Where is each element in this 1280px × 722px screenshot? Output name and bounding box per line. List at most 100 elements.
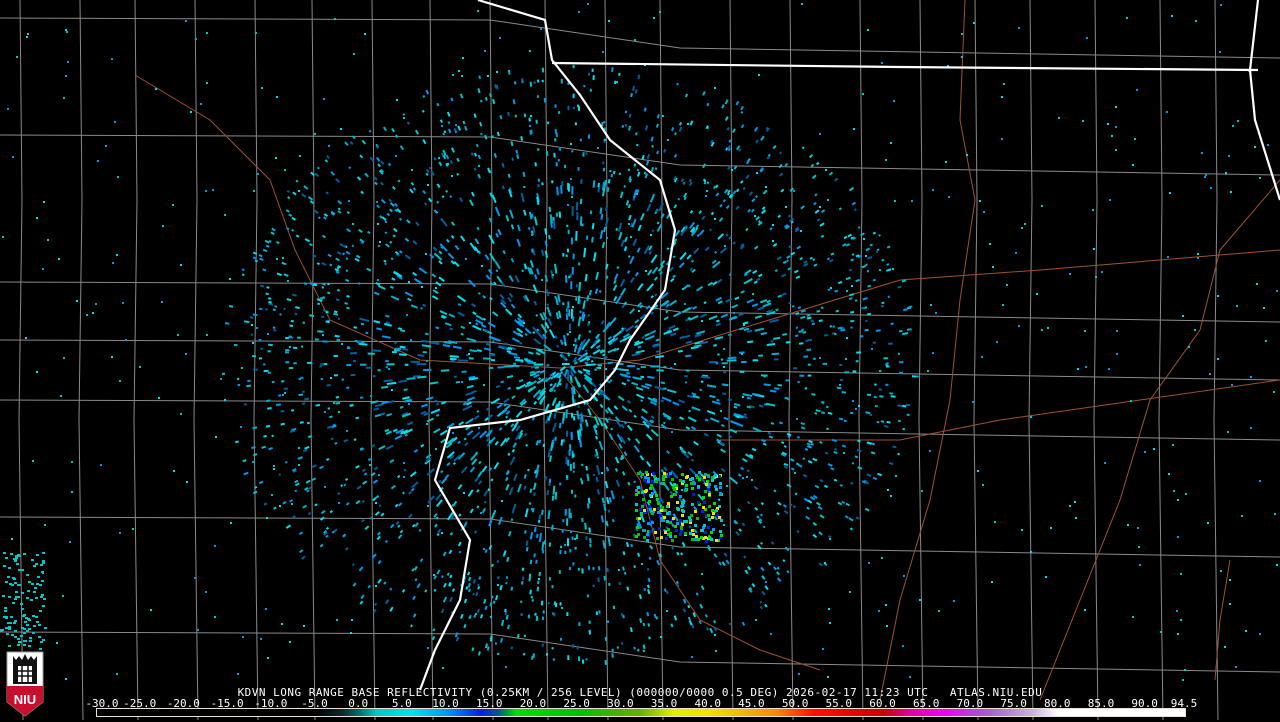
radar-echo [586, 473, 590, 482]
radar-echo [679, 416, 684, 421]
radar-echo [550, 382, 557, 393]
radar-echo [738, 312, 744, 317]
radar-echo [23, 640, 26, 642]
radar-echo [322, 363, 328, 366]
radar-echo [991, 581, 993, 583]
radar-echo [578, 428, 582, 437]
radar-echo [320, 363, 325, 366]
radar-echo [515, 425, 521, 432]
radar-echo [458, 359, 468, 362]
radar-echo [587, 3, 589, 5]
radar-echo [687, 616, 691, 621]
radar-echo [408, 513, 413, 519]
radar-echo [20, 603, 23, 605]
radar-echo [865, 255, 867, 257]
radar-echo [555, 162, 558, 167]
radar-echo [314, 503, 318, 507]
radar-echo [411, 169, 413, 171]
county-line [543, 0, 549, 720]
radar-echo [293, 346, 298, 350]
radar-echo [740, 466, 745, 471]
radar-echo [441, 195, 445, 199]
radar-echo [173, 470, 175, 472]
radar-echo [478, 75, 482, 80]
radar-echo [687, 123, 689, 125]
radar-echo [523, 653, 526, 656]
radar-echo [688, 181, 693, 186]
radar-echo [565, 456, 568, 465]
radar-echo [693, 344, 702, 348]
radar-echo [533, 338, 542, 345]
radar-echo [848, 517, 854, 522]
radar-echo [570, 370, 574, 377]
radar-echo [716, 433, 722, 438]
radar-echo [782, 260, 787, 265]
radar-echo [403, 388, 408, 391]
radar-echo [820, 306, 824, 310]
radar-echo [373, 466, 379, 471]
radar-echo [762, 442, 767, 446]
radar-echo [844, 515, 849, 519]
radar-echo [422, 189, 427, 195]
radar-echo [704, 490, 707, 493]
radar-echo [503, 342, 508, 346]
radar-echo [584, 522, 587, 530]
radar-echo [660, 291, 669, 300]
radar-echo [886, 365, 890, 368]
radar-echo [469, 508, 474, 514]
radar-echo [463, 623, 467, 629]
radar-echo [424, 332, 429, 336]
radar-echo [453, 436, 458, 441]
radar-echo [807, 374, 812, 377]
radar-echo [408, 490, 413, 495]
radar-echo [714, 336, 724, 340]
radar-echo [520, 613, 523, 616]
radar-echo [724, 116, 729, 122]
radar-echo [483, 347, 492, 351]
radar-echo [1195, 20, 1197, 22]
radar-echo [688, 525, 692, 529]
radar-echo [404, 363, 409, 366]
radar-echo [640, 415, 649, 423]
radar-echo [571, 395, 575, 406]
radar-echo [687, 416, 697, 423]
radar-echo [545, 150, 549, 157]
radar-echo [613, 296, 618, 302]
radar-echo [935, 312, 937, 314]
radar-echo [813, 357, 816, 360]
radar-echo [666, 303, 670, 307]
radar-echo [553, 372, 560, 379]
radar-echo [524, 327, 532, 335]
radar-echo [742, 321, 749, 325]
radar-echo [469, 466, 476, 473]
radar-echo [508, 70, 510, 72]
radar-echo [1217, 358, 1219, 360]
radar-echo [69, 541, 71, 543]
radar-echo [656, 150, 660, 155]
radar-echo [27, 618, 30, 620]
radar-echo [631, 381, 639, 386]
radar-echo [505, 666, 507, 668]
radar-echo [432, 628, 436, 632]
radar-echo [13, 622, 16, 624]
radar-echo [28, 628, 31, 630]
radar-echo [567, 655, 570, 661]
radar-echo [695, 224, 700, 229]
radar-echo [714, 634, 716, 636]
radar-echo [517, 383, 526, 390]
radar-echo [448, 313, 456, 318]
radar-echo [345, 502, 350, 506]
radar-echo [764, 585, 769, 591]
radar-echo [386, 363, 395, 366]
radar-echo [627, 437, 631, 442]
radar-echo [699, 388, 703, 392]
radar-echo [1166, 111, 1168, 113]
radar-echo [667, 475, 670, 478]
radar-echo [574, 338, 577, 343]
radar-echo [558, 111, 561, 114]
radar-echo [289, 641, 291, 643]
radar-echo [826, 257, 831, 261]
radar-echo [932, 352, 934, 354]
radar-echo [158, 397, 160, 399]
